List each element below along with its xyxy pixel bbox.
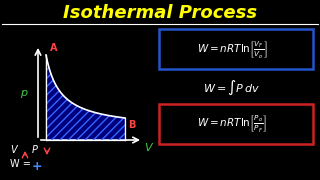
Text: $W = \int P\,dv$: $W = \int P\,dv$ [204, 79, 260, 97]
Text: +: + [32, 161, 43, 174]
Text: $W = nRT\ln\!\left[\frac{V_F}{V_o}\right]$: $W = nRT\ln\!\left[\frac{V_F}{V_o}\right… [196, 39, 268, 60]
Text: Isothermal Process: Isothermal Process [63, 4, 257, 22]
Polygon shape [46, 55, 125, 140]
Text: P: P [32, 145, 38, 155]
Text: $W = nRT\ln\!\left[\frac{P_o}{P_F}\right]$: $W = nRT\ln\!\left[\frac{P_o}{P_F}\right… [197, 114, 267, 134]
Text: B: B [128, 120, 135, 130]
Text: p: p [20, 87, 28, 98]
Text: W =: W = [10, 159, 34, 169]
Text: A: A [50, 43, 58, 53]
Text: V: V [10, 145, 17, 155]
Text: V: V [144, 143, 152, 153]
